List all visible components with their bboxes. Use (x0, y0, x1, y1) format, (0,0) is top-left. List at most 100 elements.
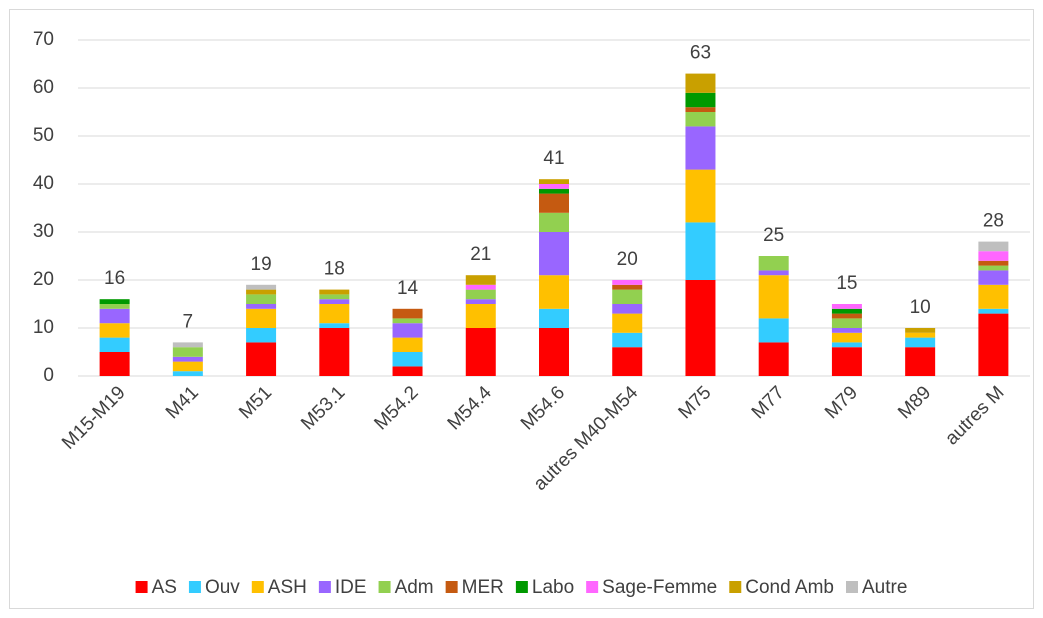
bar-segment (99, 299, 130, 304)
legend-label: Autre (862, 577, 907, 598)
bar-segment (99, 308, 130, 324)
bar-segment (685, 126, 716, 170)
total-label: 15 (836, 273, 857, 294)
legend-swatch (515, 581, 528, 593)
bar-segment (758, 275, 789, 319)
total-label: 63 (690, 43, 711, 64)
bar-segment (905, 328, 936, 333)
bar-segment (539, 212, 569, 232)
bar-segment (978, 308, 1009, 314)
bar-segment (99, 337, 130, 352)
bar-segment (905, 332, 936, 338)
total-label: 14 (397, 278, 419, 299)
bar-segment (246, 328, 277, 343)
y-tick-label: 60 (33, 77, 54, 98)
bar-segment (831, 313, 862, 319)
bar-segment (978, 284, 1009, 309)
bar-segment (246, 304, 277, 309)
bar-segment (392, 352, 423, 367)
total-label: 41 (543, 148, 564, 169)
bar-segment (831, 304, 862, 309)
total-label: 7 (183, 311, 194, 332)
bar-segment (685, 280, 716, 376)
bar-segment (319, 294, 350, 300)
y-tick-label: 0 (43, 365, 54, 386)
bar-segment (831, 342, 862, 348)
legend-swatch (586, 581, 599, 593)
bar-segment (905, 347, 936, 376)
bar-segment (539, 328, 569, 376)
bar-segment (685, 73, 716, 93)
bar-segment (465, 328, 496, 376)
bar-segment (392, 308, 423, 319)
bar-segment (831, 347, 862, 376)
bar-segment (612, 332, 643, 348)
legend-swatch (251, 581, 264, 593)
bar-segment (685, 169, 716, 223)
legend-swatch (188, 581, 201, 593)
legend-swatch (729, 581, 742, 593)
bar-segment (612, 304, 643, 314)
bar-segment (172, 347, 203, 357)
legend-swatch (846, 581, 858, 593)
bar-segment (978, 241, 1009, 252)
bar-segment (465, 299, 496, 304)
legend-swatch (445, 581, 458, 593)
bar-segment (539, 179, 569, 184)
bar-segment (99, 304, 130, 309)
bar-segment (685, 222, 716, 280)
legend-swatch (378, 581, 391, 593)
bar-segment (246, 284, 277, 290)
bar-segment (465, 275, 496, 285)
bar-segment (612, 289, 643, 304)
bar-segment (172, 371, 203, 376)
legend-label: MER (462, 577, 504, 598)
total-label: 28 (983, 211, 1004, 232)
bar-segment (539, 184, 569, 189)
bar-segment (246, 308, 277, 328)
bar-segment (685, 107, 716, 112)
y-tick-label: 40 (33, 173, 54, 194)
bar-segment (319, 299, 350, 304)
bar-segment (539, 188, 569, 194)
bar-segment (758, 256, 789, 271)
bar-segment (465, 284, 496, 290)
bar-segment (978, 251, 1009, 261)
bar-segment (246, 294, 277, 304)
bar-segment (905, 337, 936, 348)
total-label: 20 (617, 249, 638, 270)
chart-border (9, 9, 1034, 609)
bar-segment (392, 323, 423, 338)
bar-segment (612, 347, 643, 376)
legend-label: Adm (395, 577, 434, 598)
bar-segment (685, 112, 716, 127)
legend-label: Cond Amb (745, 577, 834, 598)
y-tick-label: 50 (33, 125, 54, 146)
legend-label: AS (152, 577, 177, 598)
bar-segment (758, 342, 789, 376)
bar-segment (685, 92, 716, 108)
bar-segment (978, 313, 1009, 376)
bar-segment (612, 313, 643, 333)
bar-segment (99, 323, 130, 338)
bar-segment (172, 361, 203, 372)
legend-swatch (318, 581, 331, 593)
bar-segment (392, 318, 423, 324)
bar-segment (392, 337, 423, 352)
bar-segment (99, 352, 130, 376)
legend-label: Labo (532, 577, 574, 598)
bar-segment (319, 323, 350, 328)
y-tick-label: 70 (33, 29, 54, 50)
total-label: 10 (910, 297, 931, 318)
total-label: 19 (251, 254, 272, 275)
legend-label: Sage-Femme (602, 577, 717, 598)
bar-segment (831, 332, 862, 343)
total-label: 18 (324, 259, 345, 280)
total-label: 25 (763, 225, 784, 246)
bar-segment (612, 280, 643, 285)
bar-segment (978, 260, 1009, 266)
bar-segment (465, 304, 496, 328)
y-tick-label: 30 (33, 221, 54, 242)
bar-segment (978, 270, 1009, 285)
